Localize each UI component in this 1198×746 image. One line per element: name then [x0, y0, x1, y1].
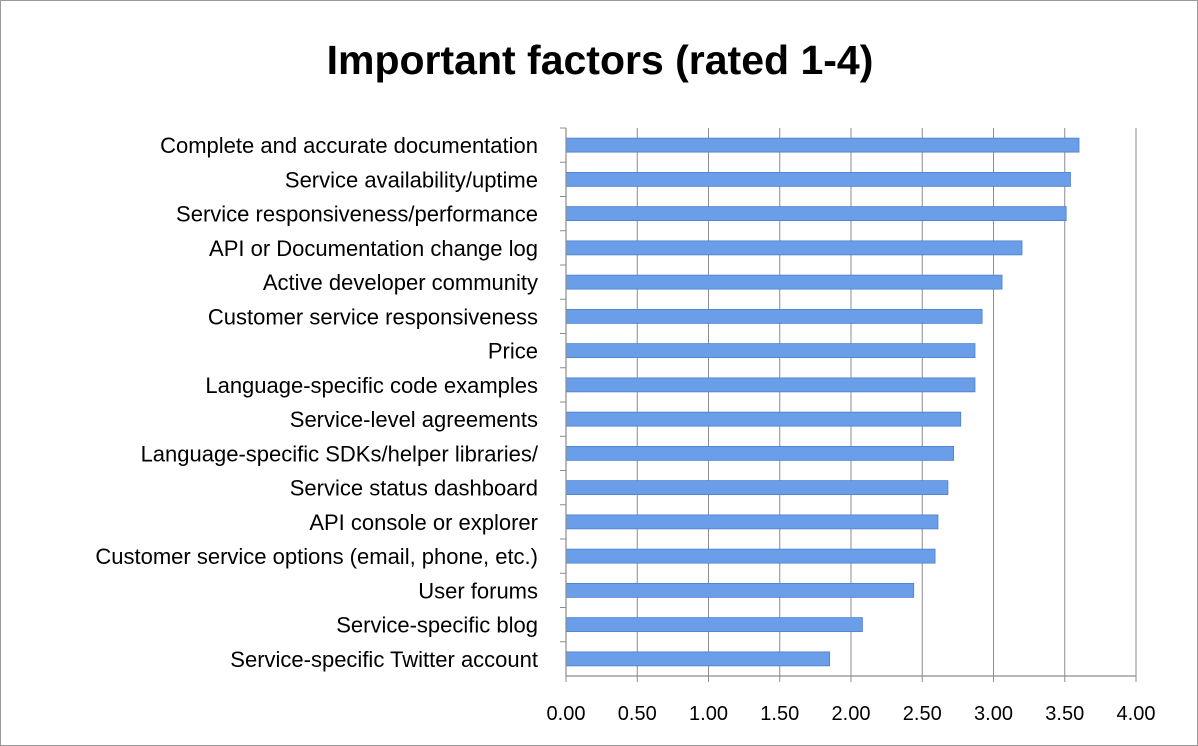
category-label: Service-level agreements [290, 407, 538, 432]
category-label: Complete and accurate documentation [160, 133, 538, 158]
category-label: Customer service responsiveness [208, 304, 538, 329]
bar [565, 137, 1080, 153]
category-label: API console or explorer [309, 510, 538, 535]
bar [565, 582, 915, 598]
category-label: Service-specific blog [336, 613, 538, 638]
bar [565, 411, 962, 427]
category-label: User forums [418, 578, 538, 603]
x-tick-label: 1.50 [760, 703, 799, 725]
x-tick-label: 2.50 [903, 703, 942, 725]
bar [565, 445, 955, 461]
category-label: Language-specific SDKs/helper libraries/ [141, 441, 539, 466]
chart-title: Important factors (rated 1-4) [327, 37, 874, 83]
bar [565, 206, 1067, 222]
bar [565, 548, 936, 564]
category-label: Service responsiveness/performance [176, 202, 538, 227]
x-tick-label: 3.00 [974, 703, 1013, 725]
x-tick-label: 1.00 [689, 703, 728, 725]
bar [565, 377, 976, 393]
category-label: Active developer community [263, 270, 538, 295]
category-label: Service-specific Twitter account [230, 647, 538, 672]
x-tick-label: 2.00 [832, 703, 871, 725]
category-label: Language-specific code examples [205, 373, 538, 398]
x-tick-label: 0.00 [547, 703, 586, 725]
x-tick-labels: 0.00 0.50 1.00 1.50 2.00 2.50 3.00 3.50 4.00 [547, 703, 1156, 725]
x-tick-label: 3.50 [1045, 703, 1084, 725]
bar [565, 240, 1023, 256]
bars [565, 137, 1080, 667]
bar [565, 343, 976, 359]
axes [560, 127, 1137, 682]
category-labels: Complete and accurate documentation Servi… [95, 133, 539, 672]
category-label: Service availability/uptime [285, 167, 538, 192]
category-label: API or Documentation change log [209, 236, 538, 261]
x-tick-label: 4.00 [1117, 703, 1156, 725]
bar [565, 171, 1071, 187]
bar [565, 480, 949, 496]
bar [565, 308, 983, 324]
bar [565, 514, 939, 530]
category-label: Customer service options (email, phone, … [95, 544, 538, 569]
bar [565, 274, 1003, 290]
bar [565, 651, 831, 667]
x-tick-label: 0.50 [618, 703, 657, 725]
category-label: Service status dashboard [290, 476, 538, 501]
bar [565, 617, 863, 633]
category-label: Price [488, 339, 538, 364]
